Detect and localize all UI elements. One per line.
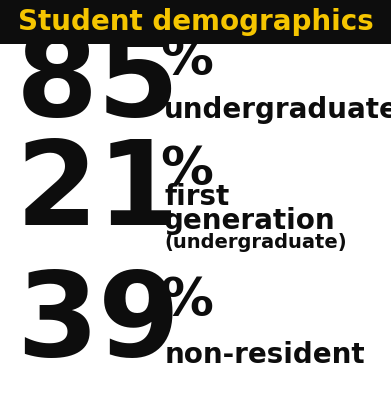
Text: %: %: [160, 34, 213, 86]
Bar: [0, 0, 391, 44]
Text: 85: 85: [16, 25, 180, 141]
Text: %: %: [160, 275, 213, 327]
Text: 21: 21: [16, 135, 180, 251]
Text: undergraduate: undergraduate: [164, 96, 391, 124]
Text: 39: 39: [16, 266, 179, 381]
Text: Student demographics: Student demographics: [18, 8, 373, 36]
Text: generation: generation: [164, 207, 336, 235]
Text: non-resident: non-resident: [164, 341, 365, 369]
Text: (undergraduate): (undergraduate): [164, 233, 347, 252]
Text: first: first: [164, 183, 230, 211]
Text: %: %: [160, 144, 213, 196]
